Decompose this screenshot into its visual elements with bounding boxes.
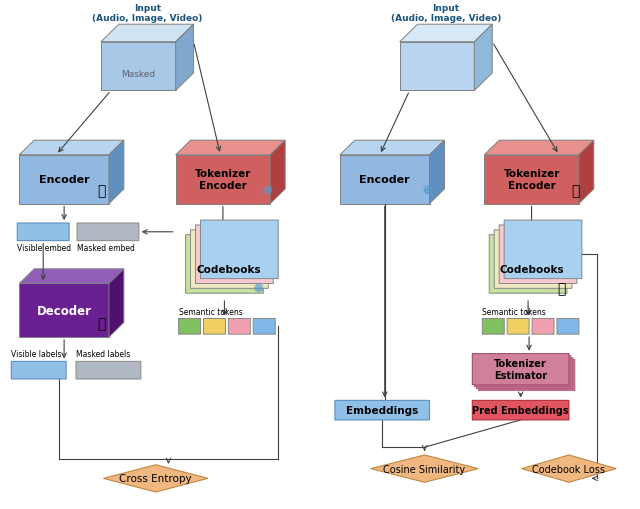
Polygon shape <box>579 141 594 204</box>
Polygon shape <box>484 141 594 155</box>
Polygon shape <box>270 141 285 204</box>
FancyBboxPatch shape <box>204 319 225 334</box>
Polygon shape <box>101 25 193 43</box>
Text: Visible labels: Visible labels <box>12 350 62 359</box>
Text: Masked labels: Masked labels <box>76 350 131 359</box>
Polygon shape <box>19 269 124 284</box>
FancyBboxPatch shape <box>76 362 141 379</box>
FancyBboxPatch shape <box>474 356 571 387</box>
Polygon shape <box>101 43 175 91</box>
Text: Codebooks: Codebooks <box>196 264 260 274</box>
FancyBboxPatch shape <box>253 319 275 334</box>
Polygon shape <box>399 43 474 91</box>
Text: ❅: ❅ <box>262 183 274 197</box>
Polygon shape <box>109 269 124 337</box>
Text: Cross Entropy: Cross Entropy <box>120 473 192 484</box>
Text: 🔥: 🔥 <box>571 183 579 197</box>
Text: Embeddings: Embeddings <box>346 405 419 415</box>
Text: Tokenizer
Estimator: Tokenizer Estimator <box>494 359 547 380</box>
Polygon shape <box>340 155 429 204</box>
Text: Tokenizer
Encoder: Tokenizer Encoder <box>195 169 251 190</box>
FancyBboxPatch shape <box>179 319 200 334</box>
FancyBboxPatch shape <box>191 231 268 289</box>
FancyBboxPatch shape <box>507 319 529 334</box>
Polygon shape <box>175 155 270 204</box>
Text: 🔥: 🔥 <box>557 282 566 296</box>
Text: 🔥: 🔥 <box>97 317 106 331</box>
Text: Input
(Audio, Image, Video): Input (Audio, Image, Video) <box>391 4 501 23</box>
Polygon shape <box>175 25 193 91</box>
Text: Cosine Similarity: Cosine Similarity <box>383 464 466 474</box>
FancyBboxPatch shape <box>483 319 504 334</box>
Polygon shape <box>474 25 492 91</box>
FancyBboxPatch shape <box>494 231 572 289</box>
Text: Codebook Loss: Codebook Loss <box>532 464 605 474</box>
FancyBboxPatch shape <box>200 220 278 279</box>
Polygon shape <box>522 455 616 483</box>
Polygon shape <box>484 155 579 204</box>
Text: Masked: Masked <box>121 70 156 79</box>
Polygon shape <box>19 141 124 155</box>
Polygon shape <box>175 141 285 155</box>
FancyBboxPatch shape <box>195 225 273 284</box>
Text: Input
(Audio, Image, Video): Input (Audio, Image, Video) <box>92 4 202 23</box>
Polygon shape <box>104 465 208 492</box>
FancyBboxPatch shape <box>478 360 575 391</box>
Text: 🔥: 🔥 <box>97 183 106 197</box>
Polygon shape <box>429 141 444 204</box>
FancyBboxPatch shape <box>476 358 573 389</box>
FancyBboxPatch shape <box>335 401 429 420</box>
FancyBboxPatch shape <box>186 235 263 294</box>
Text: ❅: ❅ <box>252 282 264 296</box>
FancyBboxPatch shape <box>472 401 569 420</box>
Polygon shape <box>371 455 478 483</box>
FancyBboxPatch shape <box>17 223 69 241</box>
Polygon shape <box>340 141 444 155</box>
FancyBboxPatch shape <box>472 354 569 385</box>
FancyBboxPatch shape <box>499 225 577 284</box>
Text: Visible embed: Visible embed <box>17 244 72 253</box>
Text: ❅: ❅ <box>422 183 433 197</box>
Polygon shape <box>19 284 109 337</box>
FancyBboxPatch shape <box>504 220 582 279</box>
Text: Tokenizer
Encoder: Tokenizer Encoder <box>504 169 560 190</box>
FancyBboxPatch shape <box>228 319 250 334</box>
Polygon shape <box>399 25 492 43</box>
Text: Semantic tokens: Semantic tokens <box>179 307 243 316</box>
Text: Decoder: Decoder <box>36 304 92 317</box>
Text: Pred Embeddings: Pred Embeddings <box>472 405 569 415</box>
Text: Masked embed: Masked embed <box>77 244 135 253</box>
Text: Encoder: Encoder <box>39 175 90 185</box>
FancyBboxPatch shape <box>532 319 554 334</box>
FancyBboxPatch shape <box>77 223 139 241</box>
Text: Encoder: Encoder <box>360 175 410 185</box>
Polygon shape <box>19 155 109 204</box>
Text: Codebooks: Codebooks <box>500 264 564 274</box>
FancyBboxPatch shape <box>489 235 567 294</box>
Text: Semantic tokens: Semantic tokens <box>483 307 546 316</box>
Polygon shape <box>109 141 124 204</box>
FancyBboxPatch shape <box>557 319 579 334</box>
FancyBboxPatch shape <box>12 362 66 379</box>
